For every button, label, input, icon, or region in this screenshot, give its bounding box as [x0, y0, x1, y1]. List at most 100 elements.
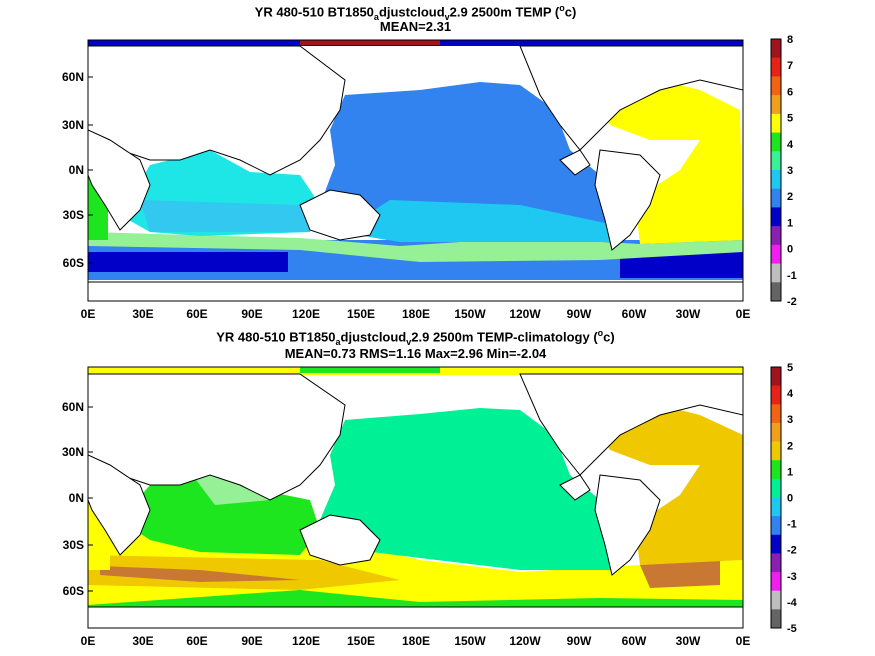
colorbar-label: 1	[787, 217, 793, 229]
colorbar-segment	[771, 422, 781, 443]
svg-text:120W: 120W	[509, 307, 541, 321]
panel2-southern-brown	[100, 566, 300, 582]
colorbar-segment	[771, 497, 781, 517]
panel2-lat-label: 30N	[62, 445, 84, 459]
panel1-lat-label: 30S	[63, 208, 84, 222]
colorbar-label: 6	[787, 86, 793, 98]
panel1-map	[88, 40, 743, 301]
colorbar-label: 5	[787, 362, 793, 374]
colorbar-label: -1	[787, 270, 797, 282]
panel2-australia	[299, 514, 381, 566]
panel1-stats: MEAN=2.31	[379, 19, 452, 34]
colorbar-segment	[771, 609, 781, 629]
svg-text:0E: 0E	[736, 634, 751, 648]
colorbar-label: 2	[787, 440, 793, 452]
colorbar-segment	[771, 57, 781, 77]
colorbar-segment	[771, 226, 781, 246]
svg-text:120E: 120E	[292, 634, 320, 648]
colorbar-label: 3	[787, 165, 793, 177]
svg-text:120W: 120W	[509, 634, 541, 648]
svg-text:120E: 120E	[292, 307, 320, 321]
colorbar-segment	[771, 244, 781, 265]
colorbar-segment	[771, 207, 781, 227]
colorbar-segment	[771, 132, 781, 152]
panel1-north-america	[519, 45, 743, 151]
colorbar-label: 3	[787, 414, 793, 426]
colorbar-label: 4	[787, 388, 794, 400]
svg-text:0E: 0E	[81, 307, 96, 321]
colorbar-segment	[771, 572, 781, 592]
colorbar-segment	[771, 113, 781, 134]
svg-text:180E: 180E	[402, 634, 430, 648]
panel1-lon-labels: 0E 30E 60E 90E 120E 150E 180E 150W 120W …	[81, 307, 751, 321]
svg-text:150W: 150W	[454, 307, 486, 321]
panel2-lat-label: 60S	[63, 584, 84, 598]
colorbar-segment	[771, 460, 781, 480]
colorbar-segment	[771, 282, 781, 302]
panel1-southern-green	[88, 232, 743, 262]
svg-text:60W: 60W	[622, 307, 647, 321]
colorbar-label: -5	[787, 623, 797, 635]
colorbar-label: 2	[787, 191, 793, 203]
panel2-lat-label: 30S	[63, 538, 84, 552]
colorbar-segment	[771, 404, 781, 424]
panel2-lat-label: 0N	[69, 491, 84, 505]
colorbar-segment	[771, 367, 781, 387]
panel1-lat-label: 60S	[63, 256, 84, 270]
colorbar-segment	[771, 534, 781, 554]
panel2-indian-ocean	[120, 470, 320, 555]
svg-text:30E: 30E	[132, 307, 153, 321]
panel1-southern-deep	[88, 252, 288, 272]
colorbar-segment	[771, 441, 781, 461]
colorbar-label: 0	[787, 244, 793, 256]
panel2-north-america	[519, 373, 743, 476]
colorbar-label: -1	[787, 519, 797, 531]
colorbar-label: -3	[787, 571, 797, 583]
svg-text:150E: 150E	[347, 634, 375, 648]
colorbar-label: -2	[787, 296, 797, 308]
panel1-south-america	[594, 149, 661, 251]
svg-text:30W: 30W	[676, 634, 701, 648]
panel2-south-america	[594, 474, 661, 576]
panel1-lat-label: 30N	[62, 118, 84, 132]
panel2-lat-ticks	[88, 406, 93, 592]
svg-text:90W: 90W	[567, 307, 592, 321]
panel2-antarctica	[88, 606, 743, 628]
panel1-antarctica	[88, 281, 743, 301]
svg-text:90E: 90E	[241, 307, 262, 321]
colorbar-segment	[771, 95, 781, 115]
colorbar-label: -2	[787, 545, 797, 557]
panel2-stats: MEAN=0.73 RMS=1.16 Max=2.96 Min=-2.04	[284, 346, 547, 361]
colorbar-segment	[771, 516, 781, 536]
svg-text:60E: 60E	[186, 634, 207, 648]
colorbar-segment	[771, 553, 781, 573]
colorbar-label: 4	[787, 139, 794, 151]
svg-text:60W: 60W	[622, 634, 647, 648]
panel1-colorbar: 8 7 6 5 4 3 2 1 0 -1 -2	[770, 34, 797, 308]
svg-text:30W: 30W	[676, 307, 701, 321]
panel2-lat-label: 60N	[62, 400, 84, 414]
panel2-map	[88, 367, 743, 628]
panel2-title: YR 480-510 BT1850adjustcloudv2.9 2500m T…	[216, 328, 615, 347]
colorbar-segment	[771, 478, 781, 498]
colorbar-segment	[771, 188, 781, 208]
panel1-lat-label: 60N	[62, 70, 84, 84]
colorbar-label: 1	[787, 466, 793, 478]
colorbar-segment	[771, 385, 781, 405]
panel2-lon-labels: 0E 30E 60E 90E 120E 150E 180E 150W 120W …	[81, 634, 751, 648]
colorbar-segment	[771, 76, 781, 96]
svg-text:90W: 90W	[567, 634, 592, 648]
svg-text:60E: 60E	[186, 307, 207, 321]
panel2-colorbar: 5 4 3 2 1 0 -1 -2 -3 -4 -5	[770, 362, 798, 635]
svg-text:0E: 0E	[81, 634, 96, 648]
panel2-pacific	[320, 408, 620, 570]
panel1-australia	[299, 189, 381, 241]
svg-text:150E: 150E	[347, 307, 375, 321]
colorbar-label: -4	[787, 597, 798, 609]
panel2-southern-orange	[88, 555, 400, 590]
colorbar-segment	[771, 170, 781, 190]
colorbar-label: 5	[787, 113, 793, 125]
colorbar-label: 8	[787, 34, 793, 46]
svg-text:180E: 180E	[402, 307, 430, 321]
